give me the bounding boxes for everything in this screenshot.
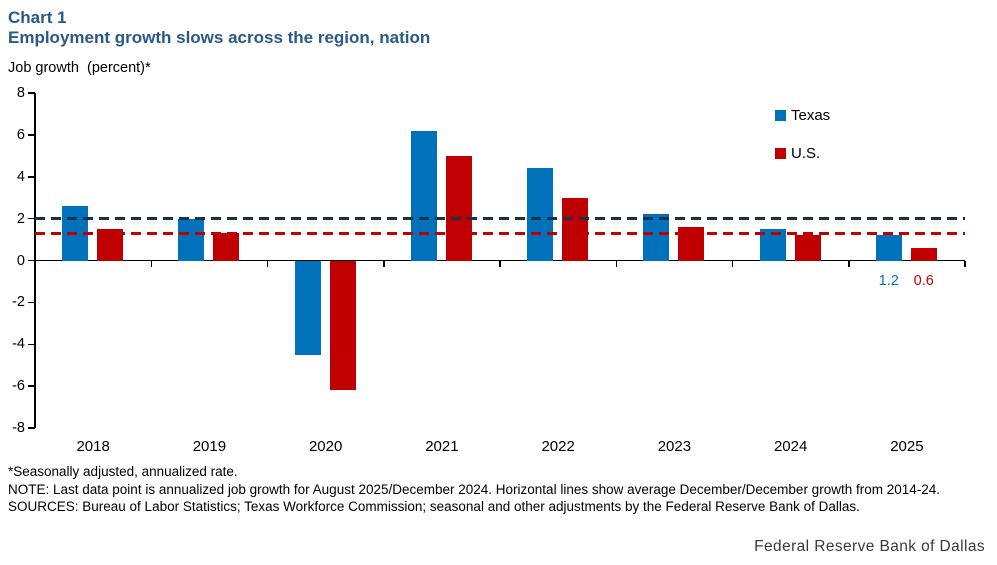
chart-title: Employment growth slows across the regio…: [8, 28, 431, 47]
x-axis-label-2020: 2020: [308, 438, 343, 455]
y-axis-tick-label: 4: [16, 168, 25, 185]
legend-label: U.S.: [791, 145, 821, 162]
y-axis-tick: [28, 385, 35, 387]
texas-bar-2023: [643, 214, 670, 261]
us-bar-2024: [794, 235, 821, 261]
x-axis-tick: [499, 260, 501, 267]
x-axis-tick: [150, 260, 152, 267]
texas-bar-2022: [527, 168, 553, 261]
x-axis-tick: [731, 260, 734, 267]
x-axis-tick: [615, 260, 617, 267]
footnote-note: NOTE: Last data point is annualized job …: [8, 481, 941, 497]
branding-federal-reserve-bank-of-dallas: Federal Reserve Bank of Dallas: [754, 538, 985, 555]
legend-swatch-icon: [775, 148, 786, 159]
texas-bar-2019: [178, 218, 205, 261]
x-axis-label-2023: 2023: [657, 438, 692, 455]
us-bar-2021: [445, 155, 472, 261]
us-bar-2022: [562, 197, 588, 261]
y-axis-tick-label: -2: [12, 294, 25, 311]
legend-item-us: U.S.: [775, 145, 820, 162]
chart-number: Chart 1: [8, 8, 67, 27]
footnote-sources: SOURCES: Bureau of Labor Statistics; Tex…: [8, 499, 860, 514]
legend-label: Texas: [791, 107, 831, 124]
footnote-asterisk: *Seasonally adjusted, annualized rate.: [8, 464, 238, 479]
y-axis-tick-label: -4: [12, 336, 25, 353]
texas-average-line: [35, 217, 965, 221]
y-axis-tick-label: -8: [12, 420, 25, 436]
us-bar-2020: [329, 260, 356, 391]
x-axis-tick: [34, 260, 36, 267]
bar-chart-plot: 8 6 4 2 0 -2 -4 -6 -8 2018 2019 2020 2021 2022 2023 202…: [12, 86, 966, 455]
y-axis-tick-label: 6: [16, 126, 25, 143]
texas-bar-2020: [294, 260, 321, 355]
value-label-1-2: 1.2: [878, 272, 899, 289]
x-axis-tick: [383, 260, 385, 267]
x-axis-label-2022: 2022: [541, 438, 575, 455]
x-axis-tick: [964, 260, 966, 267]
x-axis-label-2019: 2019: [192, 438, 227, 455]
legend-swatch-icon: [775, 110, 786, 121]
y-axis-unit-label: Job growth (percent)*: [8, 60, 151, 76]
y-axis-tick: [28, 343, 35, 345]
footnotes: *Seasonally adjusted, annualized rate. N…: [8, 463, 990, 516]
y-axis-tick: [28, 301, 35, 304]
x-axis-tick: [848, 260, 850, 267]
y-axis-tick-label: 0: [16, 252, 25, 269]
texas-bar-2025: [875, 235, 902, 261]
y-axis-tick: [28, 217, 35, 220]
y-axis-tick: [28, 134, 35, 136]
us-average-line: [35, 231, 965, 235]
us-bar-2025: [910, 247, 937, 261]
y-axis-tick: [28, 176, 35, 178]
y-axis-tick: [28, 427, 35, 429]
x-axis-label-2025: 2025: [890, 438, 924, 455]
us-bar-2019: [213, 233, 240, 261]
y-axis-tick-label: 2: [16, 210, 25, 227]
y-axis-tick-label: 8: [16, 85, 25, 101]
x-axis-label-2024: 2024: [773, 438, 808, 455]
legend-item-texas: Texas: [775, 107, 830, 124]
x-axis-label-2018: 2018: [76, 438, 110, 455]
y-axis-tick: [28, 92, 35, 94]
x-axis-tick: [266, 260, 269, 267]
x-axis-label-2021: 2021: [425, 438, 459, 455]
y-axis-tick-label: -6: [12, 378, 25, 395]
y-axis-tick: [28, 259, 35, 262]
value-label-0-6: 0.6: [913, 272, 934, 289]
texas-bar-2021: [410, 130, 437, 261]
